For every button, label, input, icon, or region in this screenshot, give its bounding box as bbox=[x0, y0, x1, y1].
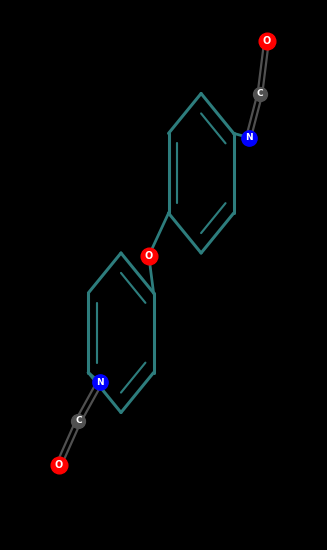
Text: C: C bbox=[75, 416, 82, 425]
Text: N: N bbox=[96, 378, 104, 387]
Text: O: O bbox=[262, 36, 271, 46]
Text: O: O bbox=[145, 251, 153, 261]
Text: N: N bbox=[245, 133, 252, 142]
Text: C: C bbox=[257, 89, 263, 98]
Text: O: O bbox=[55, 460, 63, 470]
